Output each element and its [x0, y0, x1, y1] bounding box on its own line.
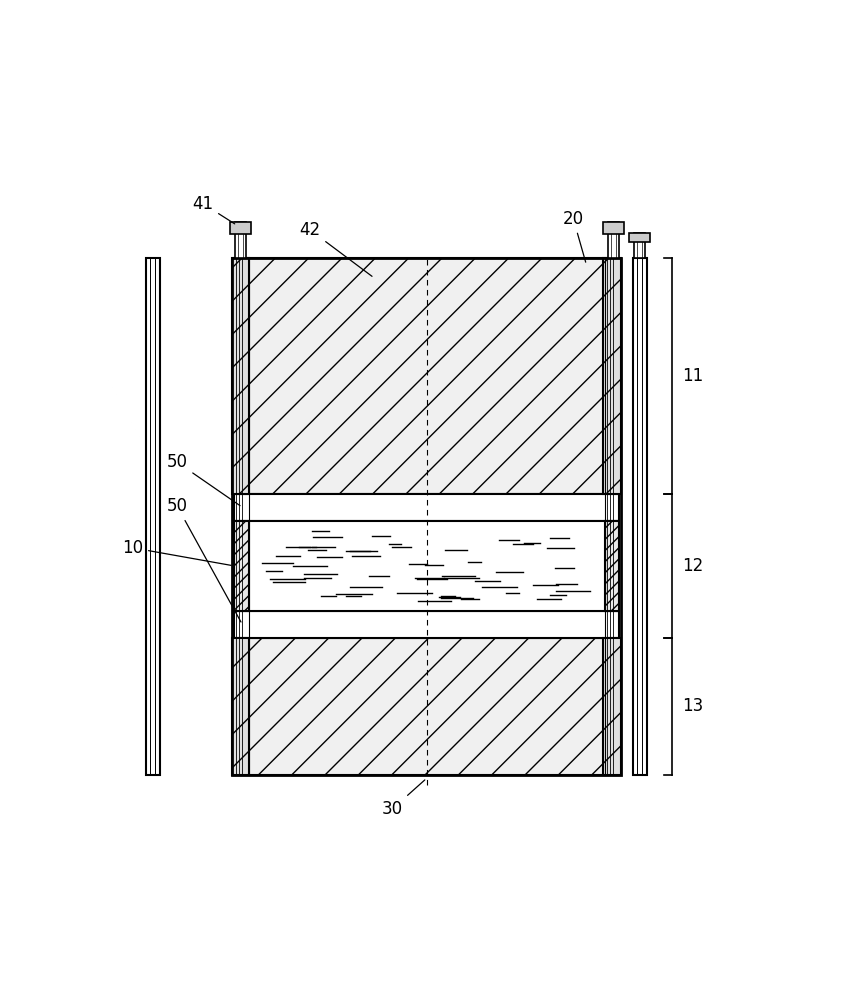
Bar: [146, 258, 160, 775]
Bar: [608, 222, 619, 258]
Bar: [234, 638, 619, 775]
Bar: [603, 638, 621, 775]
Text: 11: 11: [683, 367, 704, 385]
Bar: [235, 222, 245, 258]
Bar: [634, 233, 645, 258]
Bar: [604, 521, 619, 611]
Bar: [234, 258, 619, 494]
Bar: [234, 521, 619, 611]
Text: 50: 50: [166, 453, 240, 506]
Text: 42: 42: [300, 221, 372, 276]
Text: 20: 20: [563, 210, 586, 262]
Bar: [233, 638, 249, 775]
Bar: [603, 222, 624, 234]
Text: 41: 41: [192, 195, 234, 224]
Text: 12: 12: [683, 557, 704, 575]
Text: 13: 13: [683, 697, 704, 715]
Bar: [233, 258, 621, 775]
Bar: [234, 521, 249, 611]
Text: 50: 50: [166, 497, 241, 622]
Text: 10: 10: [122, 539, 231, 565]
Text: 30: 30: [382, 780, 424, 818]
Bar: [233, 258, 249, 494]
Bar: [603, 258, 621, 494]
Bar: [230, 222, 251, 234]
Bar: [234, 611, 619, 638]
Bar: [234, 494, 619, 521]
Bar: [629, 233, 650, 242]
Bar: [633, 258, 647, 775]
